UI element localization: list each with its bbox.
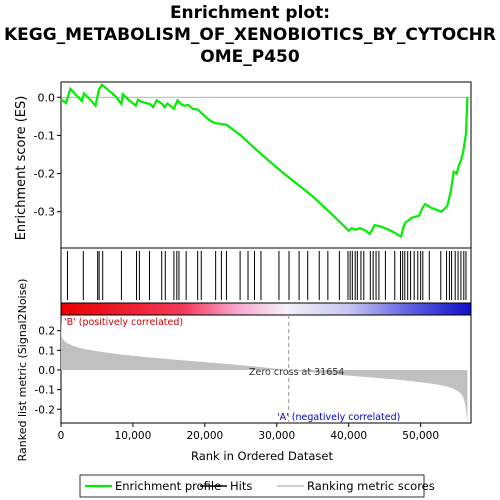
legend-metric-label: Ranking metric scores <box>307 479 435 493</box>
metric-y-tick-label: 0.0 <box>38 365 55 377</box>
es-y-tick-label: -0.2 <box>34 168 55 181</box>
hits-panel <box>61 248 471 303</box>
es-y-ticks: 0.0 -0.1 -0.2 -0.3 <box>34 91 61 218</box>
metric-x-axis-label: Rank in Ordered Dataset <box>191 449 334 463</box>
es-panel: 0.0 -0.1 -0.2 -0.3 Enrichment score (ES) <box>14 82 471 248</box>
es-y-tick-label: 0.0 <box>38 91 56 104</box>
hits-frame <box>61 248 471 303</box>
es-y-axis-label: Enrichment score (ES) <box>14 96 29 241</box>
metric-y-tick-label: -0.2 <box>35 404 56 416</box>
metric-y-tick-label: 0.1 <box>38 345 55 357</box>
metric-x-tick-label: 20,000 <box>186 430 223 442</box>
es-y-tick-label: -0.1 <box>34 129 55 142</box>
metric-y-tick-label: 0.2 <box>38 326 55 338</box>
metric-y-tick-label: -0.1 <box>35 385 56 397</box>
metric-x-tick-label: 50,000 <box>402 430 439 442</box>
rank-color-bar <box>61 303 471 315</box>
legend: Enrichment profile Hits Ranking metric s… <box>80 475 435 497</box>
metric-x-ticks: 0 10,000 20,000 30,000 40,000 50,000 <box>58 423 439 442</box>
legend-hits-label: Hits <box>230 479 252 493</box>
negative-correlated-label: 'A' (negatively correlated) <box>277 412 400 423</box>
metric-y-axis-label: Ranked list metric (Signal2Noise) <box>16 279 29 462</box>
metric-x-tick-label: 30,000 <box>258 430 295 442</box>
positive-correlated-label: 'B' (positively correlated) <box>64 317 183 328</box>
metric-x-tick-label: 10,000 <box>115 430 152 442</box>
metric-y-ticks: 0.2 0.1 0.0 -0.1 -0.2 <box>35 326 62 417</box>
metric-x-tick-label: 40,000 <box>330 430 367 442</box>
es-y-tick-label: -0.3 <box>34 206 55 219</box>
metric-x-tick-label: 0 <box>58 430 65 442</box>
zero-cross-label: Zero cross at 31654 <box>249 367 344 378</box>
es-plot-frame <box>61 82 471 248</box>
